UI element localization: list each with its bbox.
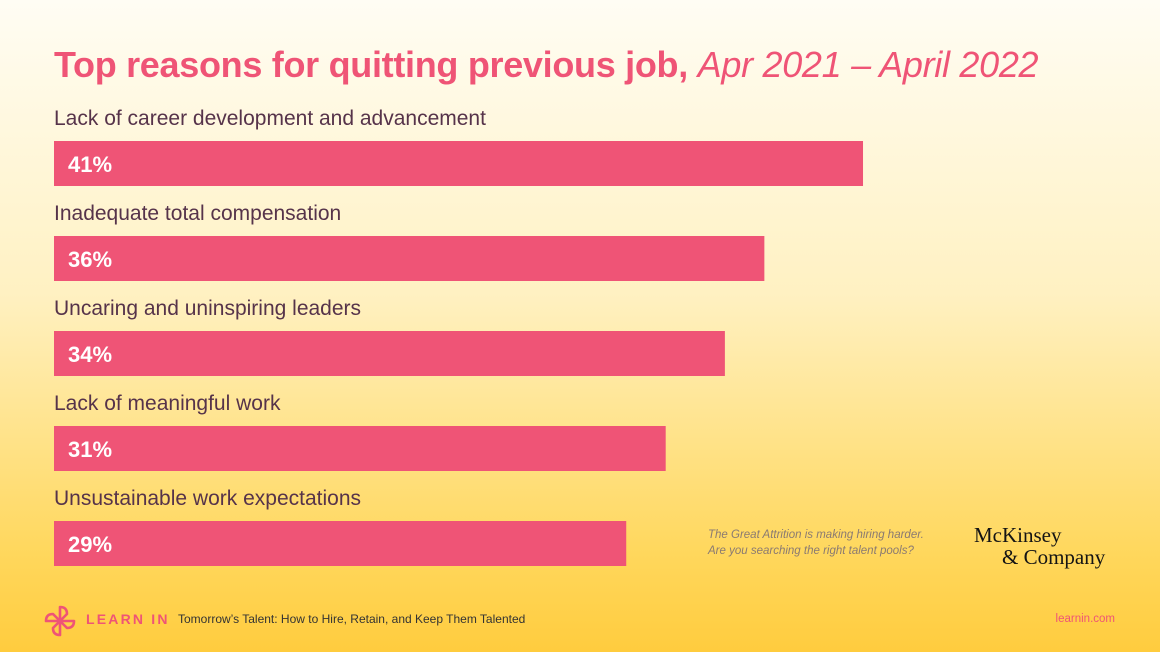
bar-value-label: 36% [68,247,112,272]
chart-title: Top reasons for quitting previous job, A… [54,44,1039,86]
note-line-1: The Great Attrition is making hiring har… [708,529,924,541]
category-label: Lack of meaningful work [54,392,281,415]
mckinsey-logo-line-1: McKinsey [974,523,1062,547]
category-label: Unsustainable work expectations [54,487,362,510]
footer-url-link[interactable]: learnin.com [1055,613,1115,625]
category-label: Inadequate total compensation [54,202,342,225]
learn-in-flower-icon [44,605,76,637]
category-label: Lack of career development and advanceme… [54,107,486,130]
chart-subtitle: Apr 2021 – April 2022 [697,44,1039,85]
bar-value-label: 41% [68,152,112,177]
attrition-note: The Great Attrition is making hiring har… [708,527,924,559]
learn-in-brand: LEARN IN [86,611,170,627]
bar-value-label: 31% [68,437,112,462]
category-label: Uncaring and uninspiring leaders [54,297,362,320]
bar [54,236,765,281]
bar-value-label: 29% [68,532,112,557]
footer-tagline: Tomorrow’s Talent: How to Hire, Retain, … [178,612,526,626]
mckinsey-logo: McKinsey & Company [974,524,1105,568]
title-main: Top reasons for quitting previous job, [54,44,688,85]
bar [54,141,864,186]
bar [54,331,725,376]
bar [54,426,666,471]
mckinsey-logo-line-2: & Company [1002,545,1106,569]
bar [54,521,627,566]
bar-value-label: 34% [68,342,112,367]
note-line-2: Are you searching the right talent pools… [708,545,914,557]
